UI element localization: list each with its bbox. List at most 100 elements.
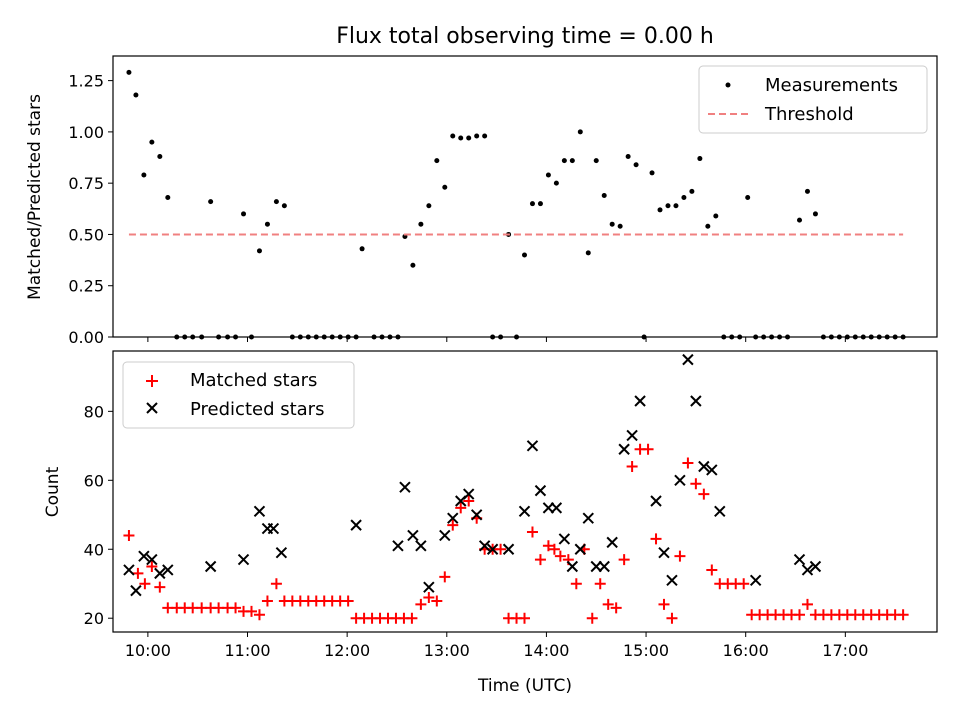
matched-star-point [570, 578, 582, 590]
matched-star-point [682, 457, 694, 469]
predicted-star-point [526, 440, 539, 452]
predicted-star-point [462, 488, 475, 500]
legend-matched-marker [146, 375, 158, 387]
measurement-point [256, 248, 262, 254]
matched-star-point [698, 488, 710, 500]
matched-star-point [897, 609, 909, 621]
matched-star-point [146, 560, 158, 572]
top-panel: Flux total observing time = 0.00 h Match… [25, 24, 938, 347]
matched-star-point [794, 609, 806, 621]
predicted-star-point [123, 564, 135, 576]
predicted-star-point [582, 512, 594, 524]
predicted-star-point [534, 484, 547, 497]
measurement-point [593, 158, 599, 164]
predicted-star-point [204, 560, 217, 573]
matched-star-point [738, 578, 750, 590]
predicted-star-point [415, 540, 427, 552]
predicted-star-point [749, 574, 762, 586]
measurement-point [418, 221, 424, 227]
x-tick-label: 17:00 [822, 641, 868, 660]
matched-star-point [270, 578, 282, 590]
legend-predicted-label: Predicted stars [190, 399, 324, 420]
measurement-point [410, 262, 416, 268]
predicted-star-point [130, 584, 142, 597]
measurement-point [625, 154, 631, 160]
x-tick-label: 13:00 [424, 641, 470, 660]
measurement-point [450, 133, 456, 139]
matched-star-point [342, 595, 354, 607]
measurement-point [689, 188, 695, 194]
matched-star-point [123, 529, 135, 541]
legend-measurements-marker [725, 82, 731, 88]
predicted-star-point [690, 395, 702, 407]
measurement-point [569, 158, 575, 164]
measurement-point [561, 158, 567, 164]
measurement-point [474, 133, 480, 139]
measurement-point [577, 129, 583, 135]
measurement-point [241, 211, 247, 217]
matched-star-point [455, 502, 467, 514]
x-tick-label: 11:00 [224, 641, 270, 660]
x-tick-label: 12:00 [324, 641, 370, 660]
predicted-star-point [618, 443, 630, 455]
predicted-star-point [706, 464, 718, 476]
matched-star-point [139, 578, 151, 590]
matched-star-point [674, 550, 686, 562]
y-tick-label: 0.00 [68, 328, 104, 347]
top-legend: Measurements Threshold [698, 65, 928, 134]
bottom-y-axis-label: Count [43, 466, 63, 517]
predicted-star-point [650, 495, 662, 507]
measurement-point [458, 135, 464, 141]
predicted-star-point [550, 502, 563, 514]
bottom-panel: Count Time (UTC) 20 40 60 80 10:00 11:00 12:00… [43, 350, 938, 696]
y-tick-label: 0.50 [68, 225, 104, 244]
predicted-star-point [801, 564, 814, 576]
bottom-x-axis-label: Time (UTC) [477, 676, 572, 696]
predicted-star-point [423, 581, 435, 593]
matched-star-point [230, 602, 242, 614]
matched-star-point [650, 533, 662, 545]
matched-star-point [658, 598, 670, 610]
bottom-plot-marks [123, 353, 909, 624]
measurement-point [529, 201, 535, 207]
predicted-star-point [574, 543, 587, 555]
matched-star-point [626, 461, 638, 473]
predicted-star-point [350, 519, 362, 531]
predicted-star-point [154, 567, 166, 580]
measurement-point [522, 252, 528, 258]
chart-title: Flux total observing time = 0.00 h [336, 24, 714, 49]
legend-predicted-marker [146, 402, 158, 414]
measurement-point [359, 246, 365, 252]
predicted-star-point [558, 533, 571, 545]
measurement-point [673, 203, 679, 209]
matched-star-point [642, 443, 654, 455]
predicted-star-point [253, 505, 266, 518]
measurement-point [657, 207, 663, 213]
measurement-point [141, 172, 147, 178]
predicted-star-point [626, 429, 638, 442]
y-tick-label: 60 [84, 471, 104, 490]
predicted-star-point [486, 543, 499, 555]
top-y-axis-label: Matched/Predicted stars [25, 94, 45, 300]
predicted-star-point [518, 505, 531, 518]
y-tick-label: 80 [84, 402, 104, 421]
matched-star-point [245, 605, 257, 617]
measurement-point [745, 195, 751, 201]
predicted-star-point [407, 529, 419, 542]
measurement-point [681, 195, 687, 201]
measurement-point [713, 213, 719, 219]
predicted-star-point [399, 481, 411, 493]
measurement-point [426, 203, 432, 209]
matched-star-point [253, 609, 265, 621]
measurement-point [133, 92, 139, 98]
measurement-point [545, 172, 551, 178]
predicted-star-point [809, 560, 822, 573]
measurement-point [126, 69, 132, 75]
matched-star-point [554, 550, 566, 562]
matched-star-point [132, 567, 144, 579]
matched-star-point [261, 595, 273, 607]
predicted-star-point [682, 353, 694, 366]
x-tick-label: 14:00 [523, 641, 569, 660]
matched-star-point [519, 612, 531, 624]
measurement-point [264, 221, 270, 227]
